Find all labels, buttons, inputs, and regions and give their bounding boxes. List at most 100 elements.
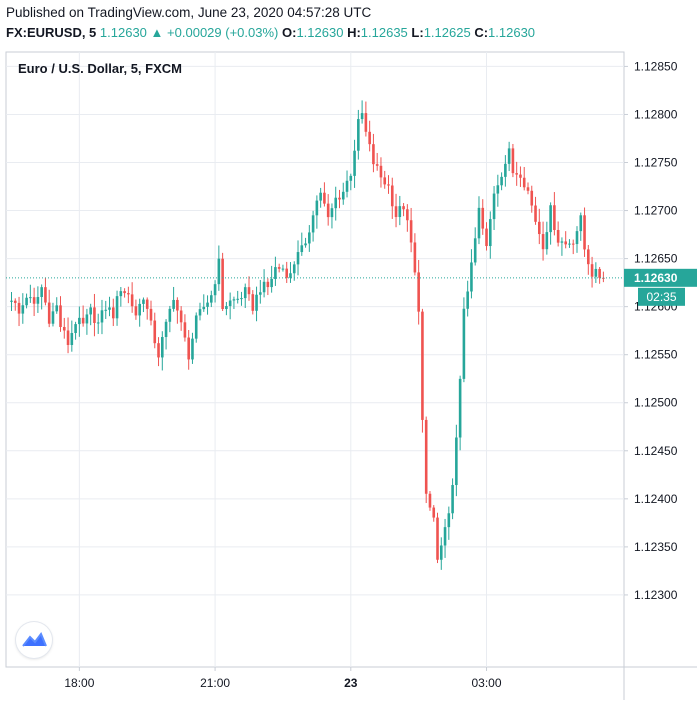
price-tick-label: 1.12700 — [634, 204, 678, 218]
candle-body — [421, 311, 424, 420]
candle — [123, 288, 126, 298]
high-value: 1.12635 — [360, 25, 408, 40]
candle-body — [255, 294, 258, 311]
high-label: H: — [347, 25, 361, 40]
candle-body — [104, 309, 108, 311]
candle — [372, 133, 375, 173]
candle — [500, 172, 503, 191]
candle-body — [458, 378, 462, 438]
candle-body — [341, 191, 345, 200]
candle-body — [485, 228, 488, 247]
low-label: L: — [411, 25, 424, 40]
candle — [398, 195, 402, 226]
candle-body — [413, 242, 417, 273]
candle-body — [504, 163, 507, 177]
candle-body — [477, 207, 481, 239]
candle — [191, 332, 194, 364]
candle — [228, 292, 232, 320]
price-tick-label: 1.12350 — [634, 540, 678, 554]
candle — [111, 298, 115, 327]
candle — [568, 239, 571, 248]
candle-body — [409, 220, 413, 243]
candle — [417, 259, 420, 325]
candle-body — [587, 249, 590, 265]
candle — [379, 157, 383, 188]
candle-body — [488, 219, 492, 247]
time-tick-label: 03:00 — [472, 676, 502, 690]
candle-body — [59, 305, 62, 328]
candle-body — [443, 527, 447, 546]
candle-body — [32, 297, 36, 304]
candle — [296, 240, 300, 276]
symbol-label: FX:EURUSD, 5 — [6, 25, 97, 40]
candle-body — [111, 307, 115, 319]
candle — [236, 290, 239, 304]
candle-body — [334, 197, 338, 209]
candle — [270, 265, 273, 293]
candle — [164, 319, 168, 350]
candle-body — [598, 268, 601, 278]
candle — [153, 312, 157, 349]
candle — [485, 222, 488, 251]
candle — [262, 269, 266, 298]
candle — [549, 202, 552, 245]
published-note: Published on TradingView.com, June 23, 2… — [6, 5, 372, 20]
candle-body — [462, 308, 466, 379]
low-value: 1.12625 — [423, 25, 471, 40]
open-value: 1.12630 — [296, 25, 344, 40]
candle-body — [534, 205, 537, 222]
candle-body — [40, 287, 43, 297]
candles — [10, 100, 605, 570]
candle — [130, 282, 134, 313]
candle-body — [285, 268, 289, 278]
price-tick-label: 1.12450 — [634, 444, 678, 458]
last-price: 1.12630 — [99, 25, 147, 40]
candle-body — [439, 545, 443, 560]
candle-body — [81, 317, 85, 324]
candle-body — [575, 231, 579, 245]
candle-body — [243, 287, 247, 299]
candle-body — [172, 299, 175, 309]
candle-body — [78, 317, 81, 325]
candle-body — [338, 197, 341, 200]
candle-body — [115, 296, 119, 319]
candle — [538, 208, 541, 245]
candle-body — [55, 305, 59, 312]
candle — [29, 284, 32, 303]
candle-body — [372, 144, 375, 165]
candle-body — [100, 310, 104, 323]
tradingview-logo-icon[interactable] — [16, 622, 52, 658]
candle-body — [360, 113, 364, 120]
candle — [451, 478, 454, 520]
candle — [17, 296, 21, 327]
candle — [439, 537, 443, 570]
candle — [534, 196, 537, 225]
candle-body — [345, 180, 349, 192]
candle-body — [142, 299, 145, 304]
candle-body — [556, 229, 560, 243]
candle-body — [36, 296, 40, 304]
candle — [556, 221, 560, 247]
candle-body — [368, 131, 371, 145]
candle — [240, 291, 243, 306]
candle-body — [292, 264, 296, 274]
candle-body — [247, 287, 251, 295]
close-value: 1.12630 — [488, 25, 536, 40]
candle-body — [398, 206, 402, 218]
candle-body — [545, 232, 549, 250]
candle-body — [451, 485, 454, 514]
candle — [326, 194, 330, 226]
candle-body — [507, 148, 511, 164]
candle — [504, 155, 507, 187]
candle-body — [266, 281, 270, 288]
candle-body — [164, 321, 168, 338]
candle — [349, 173, 353, 191]
candle-body — [349, 175, 353, 181]
candle — [100, 299, 104, 335]
candle — [206, 295, 209, 315]
candle — [602, 271, 605, 283]
candle — [545, 221, 549, 255]
candle-body — [85, 314, 89, 324]
candle-body — [319, 192, 322, 201]
